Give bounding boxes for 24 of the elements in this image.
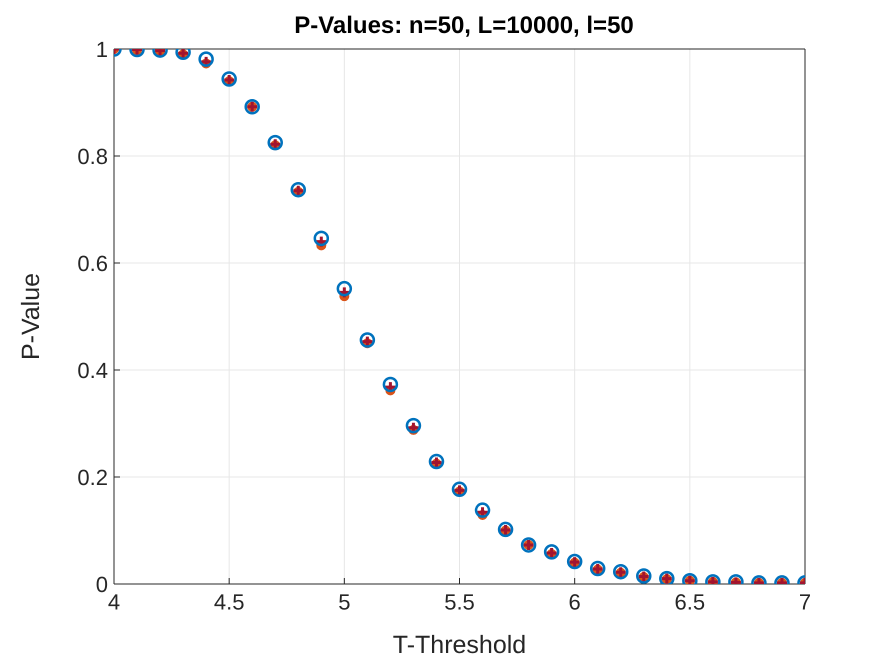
point [406,418,422,434]
x-tick-label: 6 [568,590,581,615]
point [474,502,490,518]
y-tick-label: 0.4 [77,358,108,383]
point [360,332,376,348]
x-tick-label: 5 [338,590,350,615]
x-tick-label: 4.5 [214,590,244,615]
x-tick-label: 4 [108,590,120,615]
x-tick-label: 7 [798,590,812,615]
y-tick-label: 0.2 [77,464,108,490]
point [314,230,330,246]
y-tick-label: 0.6 [77,250,108,276]
y-tick-label: 1 [96,36,108,62]
x-tick-label: 5.5 [444,590,475,615]
point [198,51,214,67]
point [267,134,283,150]
y-tick-label: 0 [96,572,108,597]
x-axis-title: T-Threshold [392,631,526,657]
x-tick-label: 6.5 [674,590,706,615]
y-axis-title: P-Value [16,272,45,360]
chart-title: P-Values: n=50, L=10000, l=50 [293,12,635,40]
y-tick-label: 0.8 [77,144,108,169]
point [336,280,352,296]
point [382,376,398,392]
